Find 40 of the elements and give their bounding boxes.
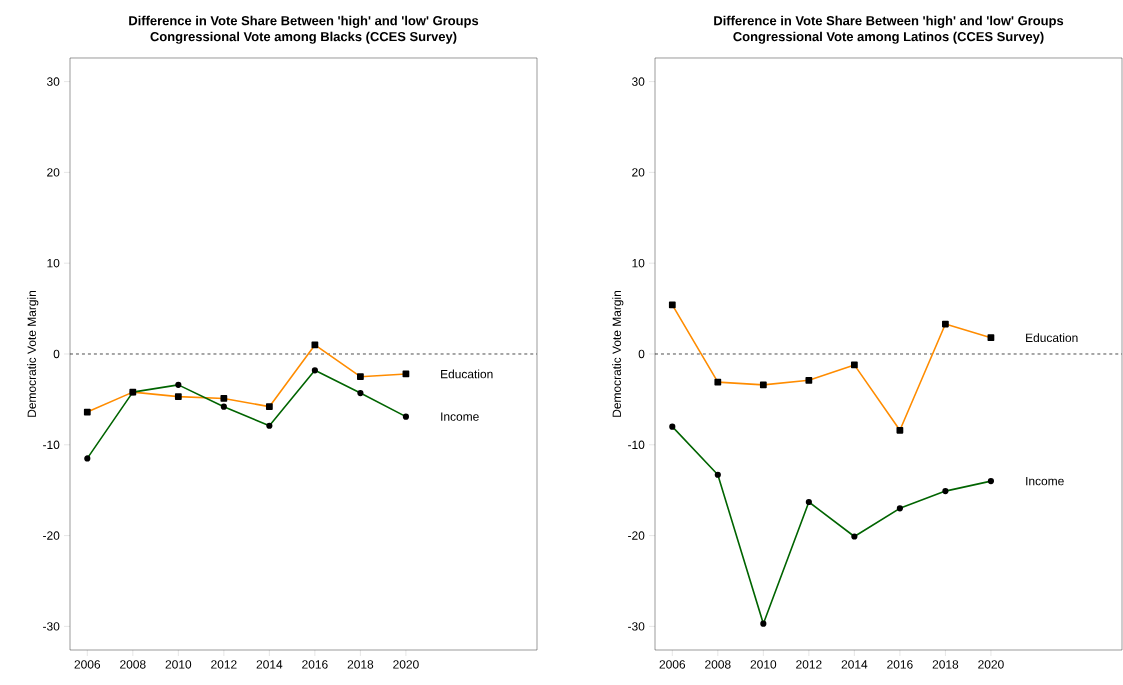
x-tick-label: 2010 (750, 660, 777, 669)
x-tick-label: 2020 (393, 660, 419, 669)
text: Income (441, 412, 479, 421)
x-tick-label: 2016 (302, 660, 328, 669)
x-tick-label: 2006 (659, 660, 686, 669)
x-tick-label: 2014 (841, 660, 868, 669)
text: Income (1026, 476, 1064, 486)
x-tick-label: 2006 (74, 660, 101, 669)
x-tick-label: 2016 (887, 660, 913, 669)
y-tick-label: 0 (638, 349, 645, 359)
y-tick-label: -10 (628, 440, 645, 450)
y-axis-title: Democratic Vote Margin (27, 291, 39, 417)
x-tick-label: 2012 (211, 660, 237, 669)
y-tick-label: -20 (43, 531, 60, 540)
x-tick-label: 2018 (932, 660, 959, 669)
text: Education (441, 369, 493, 379)
x-tick-label: 2014 (256, 660, 283, 669)
x-tick-label: 2008 (705, 660, 731, 669)
y-tick-label: -30 (628, 622, 645, 631)
y-axis-title: Democratic Vote Margin (612, 291, 624, 417)
y-tick-label: -30 (43, 622, 60, 631)
y-tick-label: 10 (632, 258, 645, 268)
chart-subtitle: Congressional Vote among Latinos (CCES Survey) (733, 31, 1044, 44)
y-tick-label: 20 (47, 168, 60, 177)
x-tick-label: 2012 (796, 660, 822, 669)
chart-title: Difference in Vote Share Between 'high' and 'low' Groups (714, 15, 1064, 28)
chart-subtitle: Congressional Vote among Blacks (CCES Survey) (150, 31, 457, 44)
y-tick-label: 20 (632, 168, 645, 177)
x-tick-label: 2008 (120, 660, 146, 669)
text: Education (1026, 333, 1078, 343)
y-tick-label: -10 (43, 440, 60, 450)
y-tick-label: 0 (53, 349, 60, 359)
y-tick-label: 30 (46, 77, 60, 86)
x-tick-label: 2020 (978, 660, 1004, 669)
y-tick-label: 10 (47, 258, 60, 268)
y-tick-label: -20 (628, 531, 645, 540)
x-tick-label: 2018 (347, 660, 374, 669)
y-tick-label: 30 (631, 77, 645, 86)
chart-title: Difference in Vote Share Between 'high' and 'low' Groups (129, 15, 479, 28)
x-tick-label: 2010 (165, 660, 192, 669)
